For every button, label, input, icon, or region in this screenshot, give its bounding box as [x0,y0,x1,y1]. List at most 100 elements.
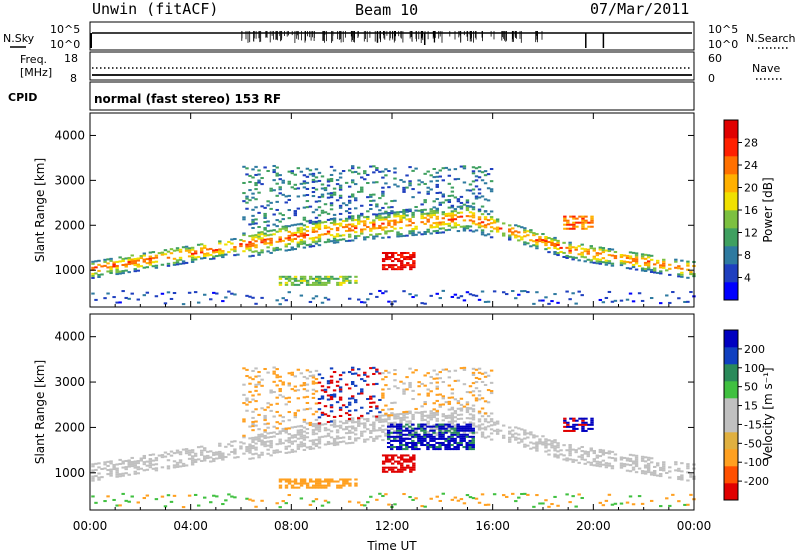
range-cell [393,439,397,442]
range-cell [556,239,560,242]
range-cell [169,454,174,457]
range-cell [218,450,222,453]
range-cell [381,424,385,427]
range-cell [347,223,352,226]
range-cell [257,375,261,378]
range-cell [686,300,690,303]
range-cell [178,248,183,251]
range-cell [662,258,666,261]
range-cell [260,183,264,186]
site-title: Unwin (fitACF) [92,0,218,18]
range-cell [550,446,554,449]
range-cell [471,437,475,440]
range-cell [429,224,433,227]
range-cell [375,205,379,208]
range-cell [550,237,554,240]
range-cell [577,245,581,248]
range-cell [471,206,476,209]
range-cell [444,448,448,451]
range-cell [441,231,445,234]
range-cell [538,299,542,302]
range-cell [342,275,346,278]
range-cell [547,505,551,508]
range-cell [314,220,319,223]
range-cell [465,204,470,208]
range-cell [399,221,403,224]
range-cell [435,411,439,414]
range-cell [480,433,485,436]
range-cell [532,436,536,439]
range-cell [610,300,615,303]
range-cell [311,230,316,233]
range-cell [326,501,331,504]
range-cell [390,412,394,415]
range-cell [314,442,319,445]
range-cell [296,167,301,170]
range-cell [338,406,343,409]
range-cell [390,456,395,459]
range-cell [124,499,128,502]
range-cell [483,224,488,227]
range-cell [393,435,397,438]
range-cell [233,254,237,257]
range-cell [474,376,479,379]
range-cell [320,411,325,414]
range-cell [674,463,678,466]
range-cell [477,216,482,219]
range-cell [366,417,370,421]
range-cell [190,248,195,251]
range-cell [441,413,445,416]
range-cell [317,236,322,239]
range-cell [245,195,249,198]
range-cell [402,392,406,395]
range-cell [459,417,464,420]
range-cell [272,171,276,174]
range-cell [447,425,451,428]
range-cell [397,258,401,261]
range-cell [384,412,388,415]
range-cell [287,494,291,497]
range-cell [130,254,134,257]
range-cell [532,446,536,449]
range-cell [403,258,407,261]
range-cell [403,454,407,457]
range-cell [622,254,627,257]
range-cell [598,461,603,464]
range-cell [450,210,455,213]
range-cell [133,268,137,271]
range-cell [598,252,603,255]
range-cell [251,420,255,424]
range-cell [613,502,618,505]
nsearch-tick-bottom: 10^0 [708,38,738,51]
y-tick-label: 1000 [54,466,85,480]
range-cell [260,237,264,240]
range-cell [330,275,334,278]
range-cell [350,368,355,371]
range-cell [405,420,409,423]
range-cell [112,498,116,501]
range-cell [199,459,204,462]
range-cell [595,454,600,457]
range-cell [406,251,410,255]
range-cell [483,418,488,421]
range-cell [299,182,304,185]
range-cell [489,210,494,213]
range-cell [329,367,334,370]
range-cell [269,233,273,236]
range-cell [450,204,455,207]
range-cell [420,211,424,214]
range-cell [330,277,334,280]
range-cell [628,292,633,295]
range-cell [308,480,313,483]
range-cell [393,227,397,230]
range-cell [447,376,452,379]
range-cell [317,397,322,400]
range-cell [242,165,246,168]
range-cell [584,423,588,426]
range-cell [305,436,310,439]
range-cell [414,411,418,414]
range-cell [444,425,449,428]
range-cell [260,296,264,299]
range-cell [381,268,386,271]
range-cell [296,195,301,198]
